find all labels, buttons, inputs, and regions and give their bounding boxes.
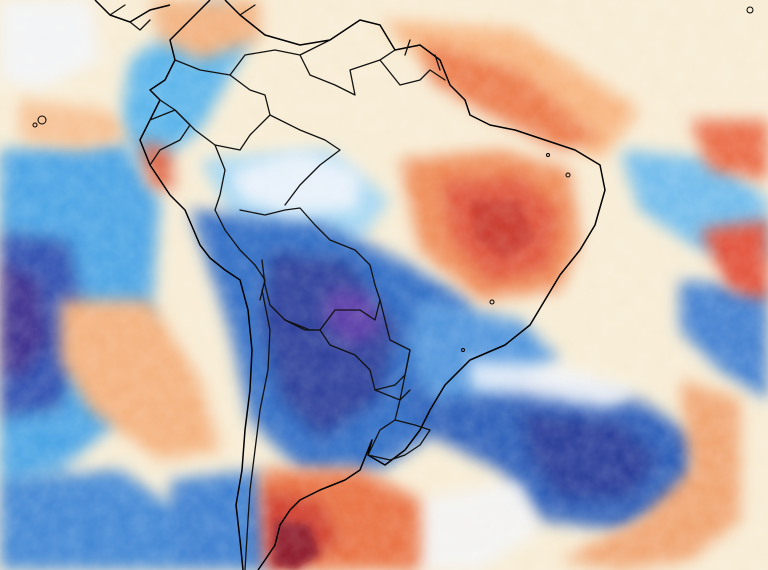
island-fernando — [565, 172, 571, 178]
island-caribbean — [746, 6, 754, 14]
island-galapagos — [37, 115, 47, 125]
border-paraguay — [319, 299, 411, 391]
border-central-america — [109, 4, 256, 31]
border-brazil-interior — [269, 114, 411, 421]
border-guianas — [379, 39, 446, 86]
border-argentina-chile — [244, 289, 271, 570]
border-uruguay — [367, 419, 431, 461]
islands — [32, 6, 754, 352]
border-colombia — [159, 59, 271, 151]
island-coast-1 — [489, 299, 495, 305]
political-borders — [94, 0, 606, 570]
island-coast-2 — [461, 348, 465, 352]
island-galapagos-2 — [32, 122, 38, 128]
border-ecuador-peru — [149, 109, 266, 301]
island-trindade — [546, 153, 550, 157]
